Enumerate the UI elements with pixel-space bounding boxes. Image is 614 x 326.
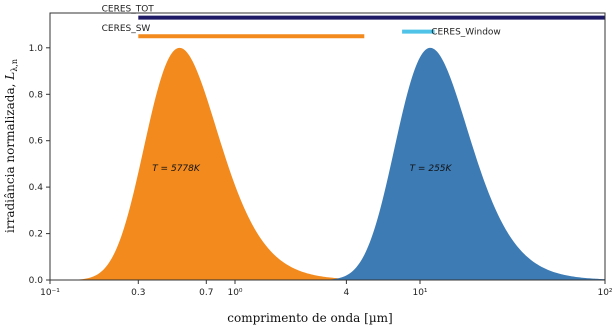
series-fills xyxy=(50,47,605,280)
x-tick-label-1: 0.3 xyxy=(131,288,145,298)
bands xyxy=(138,15,605,39)
x-axis-title: comprimento de onda [µm] xyxy=(227,311,392,325)
x-tick-label-0: 10⁻¹ xyxy=(40,288,60,298)
y-tick-label-4: 0.8 xyxy=(29,90,44,100)
x-tick-label-4: 4 xyxy=(344,288,350,298)
x-ticks: 10⁻¹ 0.3 0.7 10⁰ 4 10¹ 10² xyxy=(40,280,613,298)
x-tick-label-5: 10¹ xyxy=(412,288,427,298)
y-tick-label-1: 0.2 xyxy=(29,230,43,240)
x-tick-label-3: 10⁰ xyxy=(227,288,242,298)
plot-frame xyxy=(49,12,606,281)
y-tick-label-0: 0.0 xyxy=(29,276,44,286)
y-tick-label-2: 0.4 xyxy=(29,183,44,193)
axes xyxy=(49,12,606,281)
band-label-0: CERES_TOT xyxy=(102,5,155,15)
series-label-0: T = 5778K xyxy=(152,164,201,174)
band-label-1: CERES_SW xyxy=(102,24,151,34)
series-area-1 xyxy=(50,47,605,280)
y-tick-label-5: 1.0 xyxy=(29,44,44,54)
y-axis-title: irradiância normalizada, Lλ,n xyxy=(3,59,19,233)
band-label-2: CERES_Window xyxy=(431,28,501,38)
annotations: T = 5778K T = 255K CERES_TOT CERES_SW CERES_… xyxy=(102,5,501,174)
y-tick-label-3: 0.6 xyxy=(29,137,44,147)
y-ticks: 0.0 0.2 0.4 0.6 0.8 1.0 xyxy=(29,44,50,286)
series-label-1: T = 255K xyxy=(410,164,453,174)
x-tick-label-2: 0.7 xyxy=(199,288,213,298)
series-area-0 xyxy=(50,47,605,280)
x-tick-label-6: 10² xyxy=(597,288,612,298)
